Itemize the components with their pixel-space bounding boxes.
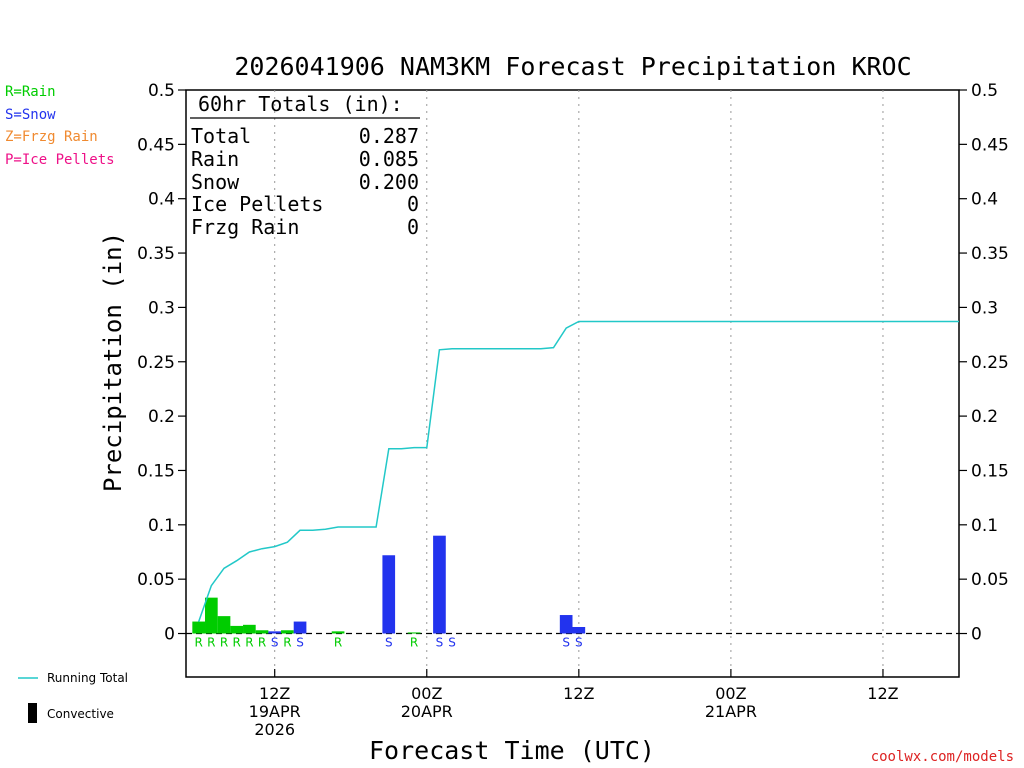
y-tick-label-right: 0: [971, 625, 982, 645]
y-tick-label-left: 0.05: [137, 570, 175, 590]
precip-bar: [433, 535, 446, 634]
y-axis-label: Precipitation (in): [99, 232, 127, 492]
totals-frzg-rain-label: Frzg Rain: [191, 215, 299, 239]
legend-rain: R=Rain: [5, 84, 56, 100]
totals-snow-value: 0.200: [359, 170, 419, 194]
precip-bar: [382, 555, 396, 634]
y-tick-label-right: 0.25: [971, 353, 1009, 373]
legend-snow: S=Snow: [5, 107, 56, 123]
y-tick-label-right: 0.2: [971, 407, 998, 427]
precip-type-label: R: [410, 636, 418, 650]
precip-type-label: R: [334, 636, 342, 650]
y-tick-label-right: 0.4: [971, 190, 998, 210]
x-axis-label: Forecast Time (UTC): [369, 736, 655, 765]
credit-text: coolwx.com/models: [871, 749, 1014, 765]
x-tick-label: 19APR: [249, 702, 301, 721]
y-tick-label-right: 0.05: [971, 570, 1009, 590]
y-axis-left: 0.5 0.45 0.4 0.35 0.3 0.25 0.2 0.15 0.1 0.05 0: [137, 81, 186, 645]
totals-total-value: 0.287: [359, 124, 419, 148]
precip-bar: [268, 631, 282, 634]
precip-type-label: R: [258, 636, 266, 650]
bottom-legend: Running Total Convective: [18, 671, 128, 723]
precip-bars: [192, 535, 586, 634]
precip-type-label: R: [207, 636, 215, 650]
precip-type-label: S: [448, 636, 456, 650]
convective-swatch: [28, 703, 37, 723]
legend-frzg-rain: Z=Frzg Rain: [5, 129, 98, 145]
y-tick-label-left: 0.2: [148, 407, 175, 427]
y-tick-label-left: 0.1: [148, 516, 175, 536]
convective-legend-label: Convective: [47, 707, 114, 721]
x-tick-label: 2026: [254, 720, 295, 739]
precip-bar: [281, 630, 294, 634]
precip-type-label: S: [296, 636, 304, 650]
y-tick-label-right: 0.35: [971, 244, 1009, 264]
y-tick-label-left: 0.4: [148, 190, 175, 210]
running-total-line: [197, 320, 959, 622]
y-tick-label-left: 0.15: [137, 461, 175, 481]
y-tick-label-left: 0.3: [148, 298, 175, 318]
y-tick-label-right: 0.3: [971, 298, 998, 318]
chart-title: 2026041906 NAM3KM Forecast Precipitation…: [234, 52, 911, 81]
precip-bar: [230, 625, 244, 634]
precip-type-label: S: [271, 636, 279, 650]
precip-type-label: R: [220, 636, 228, 650]
y-tick-label-left: 0.25: [137, 353, 175, 373]
precip-bar: [243, 624, 256, 634]
y-tick-label-right: 0.1: [971, 516, 998, 536]
totals-ice-pellets-label: Ice Pellets: [191, 192, 323, 216]
y-tick-label-right: 0.5: [971, 81, 998, 101]
precip-type-label: R: [283, 636, 291, 650]
y-tick-label-right: 0.45: [971, 135, 1009, 155]
x-tick-label: 20APR: [401, 702, 453, 721]
totals-rain-label: Rain: [191, 147, 239, 171]
precip-type-label: R: [233, 636, 241, 650]
precip-bar: [192, 621, 206, 634]
precip-bar: [572, 626, 586, 634]
x-tick-label: 21APR: [705, 702, 757, 721]
x-tick-label: 12Z: [563, 684, 594, 703]
precip-type-label: R: [245, 636, 253, 650]
y-tick-label-left: 0: [164, 625, 175, 645]
type-legend: R=Rain S=Snow Z=Frzg Rain P=Ice Pellets: [5, 84, 115, 168]
totals-header: 60hr Totals (in):: [198, 92, 403, 116]
precip-bar: [559, 615, 573, 634]
totals-total-label: Total: [191, 124, 251, 148]
y-tick-label-right: 0.15: [971, 461, 1009, 481]
precip-bar: [293, 621, 307, 634]
precip-bar: [255, 630, 269, 634]
running-total-legend-label: Running Total: [47, 671, 128, 685]
legend-ice-pellets: P=Ice Pellets: [5, 152, 115, 168]
precip-type-label: S: [385, 636, 393, 650]
x-tick-label: 12Z: [867, 684, 898, 703]
x-tick-label: 00Z: [411, 684, 442, 703]
y-tick-label-left: 0.35: [137, 244, 175, 264]
precip-bar: [205, 597, 218, 634]
precip-bar: [407, 632, 421, 634]
totals-box: 60hr Totals (in): Total 0.287 Rain 0.085…: [190, 92, 420, 239]
precip-type-label: R: [195, 636, 203, 650]
precip-type-label: S: [575, 636, 583, 650]
precip-type-label: S: [436, 636, 444, 650]
totals-snow-label: Snow: [191, 170, 240, 194]
y-tick-label-left: 0.5: [148, 81, 175, 101]
x-tick-label: 12Z: [259, 684, 290, 703]
totals-ice-pellets-value: 0: [407, 192, 419, 216]
plot-frame: [185, 89, 960, 678]
precip-bar: [217, 616, 231, 634]
totals-frzg-rain-value: 0: [407, 215, 419, 239]
y-tick-label-left: 0.45: [137, 135, 175, 155]
y-axis-right: 0.5 0.45 0.4 0.35 0.3 0.25 0.2 0.15 0.1 0.05 0: [959, 81, 1009, 645]
precip-bar: [331, 631, 345, 634]
precip-type-label: S: [562, 636, 570, 650]
totals-rain-value: 0.085: [359, 147, 419, 171]
x-tick-label: 00Z: [715, 684, 746, 703]
